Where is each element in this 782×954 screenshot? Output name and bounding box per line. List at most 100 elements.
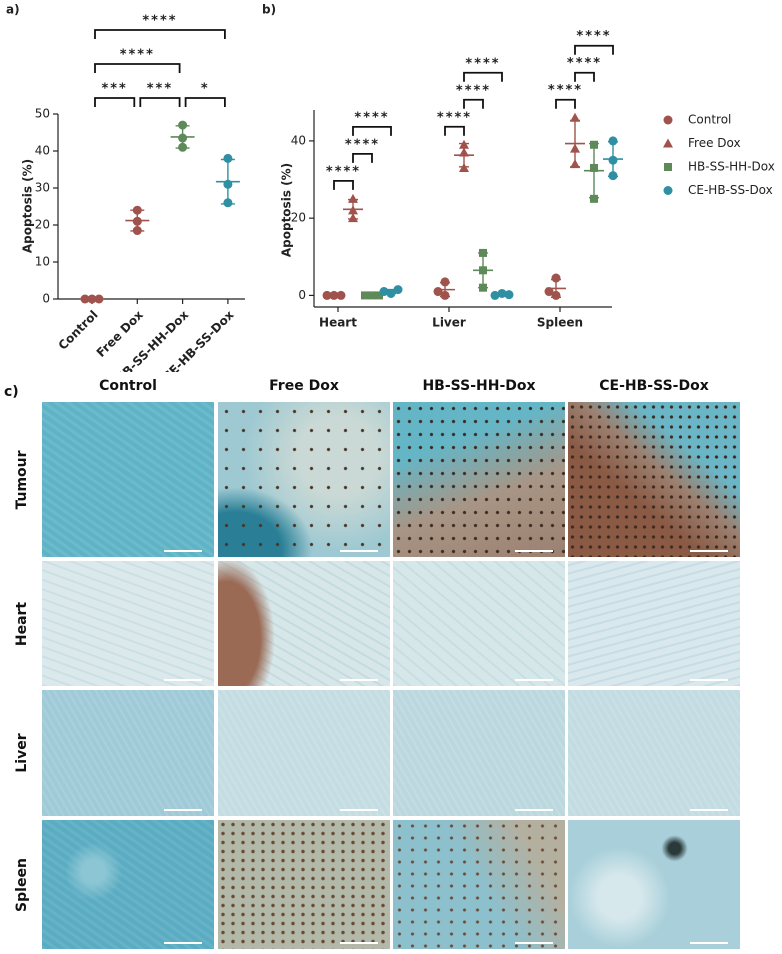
- significance-label: ****: [465, 56, 500, 71]
- significance-label: ****: [437, 110, 472, 125]
- significance-bracket: [574, 71, 595, 82]
- micrograph: [218, 820, 390, 949]
- column-header: Free Dox: [269, 378, 339, 394]
- scale-bar: [690, 809, 728, 811]
- significance-label: ****: [120, 48, 155, 63]
- significance-label: ****: [142, 14, 177, 29]
- data-point: [348, 193, 358, 203]
- row-header: Liver: [14, 733, 30, 773]
- x-tick-label: Control: [56, 308, 101, 353]
- x-tick-label: Liver: [432, 316, 466, 330]
- significance-bracket: [352, 152, 373, 163]
- charts: a) b) Apoptosis (%) Apoptosis (%) 0 10 20 3…: [6, 3, 775, 373]
- legend-marker: [663, 186, 673, 195]
- y-tick-label: 10: [35, 255, 50, 269]
- scale-bar: [340, 679, 378, 681]
- significance-bracket: [352, 125, 392, 136]
- error-bar: [478, 252, 488, 289]
- significance-bracket: [94, 97, 136, 107]
- significance-label: ****: [567, 56, 602, 71]
- scale-bar: [340, 809, 378, 811]
- legend-label: Free Dox: [688, 136, 741, 150]
- legend-marker: [663, 138, 673, 148]
- data-point: [178, 120, 188, 130]
- error-bar: [570, 119, 580, 168]
- micrograph: [218, 690, 390, 816]
- y-tick-label: 30: [35, 181, 50, 195]
- significance-label: ****: [456, 83, 491, 98]
- scale-bar: [164, 942, 202, 944]
- scale-bar: [515, 550, 553, 552]
- data-point: [590, 194, 598, 203]
- row-header: Tumour: [14, 449, 30, 510]
- micrograph: [218, 561, 390, 686]
- micrograph: [42, 690, 214, 816]
- significance-bracket: [333, 179, 354, 190]
- micrograph: [42, 561, 214, 686]
- significance-bracket: [444, 125, 465, 136]
- data-point: [570, 112, 580, 122]
- y-tick-label: 20: [291, 211, 306, 225]
- scale-bar: [515, 679, 553, 681]
- scale-bar: [690, 679, 728, 681]
- error-bar: [175, 125, 190, 149]
- scale-bar: [340, 550, 378, 552]
- y-axis-label: Apoptosis (%): [21, 159, 35, 253]
- micrograph: [42, 402, 214, 557]
- legend-label: CE-HB-SS-Dox: [688, 183, 773, 197]
- significance-bracket: [463, 71, 503, 82]
- data-point: [433, 287, 443, 297]
- micrograph: [393, 690, 565, 816]
- panel-label: c): [4, 384, 19, 400]
- y-tick-label: 0: [42, 292, 50, 306]
- micrograph: [568, 690, 740, 816]
- column-header: HB-SS-HH-Dox: [422, 378, 536, 394]
- data-point: [223, 153, 233, 163]
- column-header: CE-HB-SS-Dox: [599, 378, 709, 394]
- legend-marker: [664, 163, 672, 171]
- significance-label: ****: [354, 110, 389, 125]
- error-bar: [440, 281, 450, 298]
- data-point: [440, 277, 450, 287]
- x-tick-label: Heart: [319, 316, 357, 330]
- data-point: [608, 136, 618, 146]
- scale-bar: [164, 550, 202, 552]
- micrograph: [568, 561, 740, 686]
- scale-bar: [164, 809, 202, 811]
- significance-bracket: [463, 98, 484, 109]
- micrograph: [218, 402, 390, 557]
- significance-label: ***: [101, 82, 127, 97]
- row-header: Spleen: [14, 857, 30, 912]
- micrograph: [393, 820, 565, 949]
- significance-bracket: [555, 98, 576, 109]
- panel-label: a): [6, 3, 20, 17]
- scale-bar: [690, 942, 728, 944]
- significance-label: ****: [576, 29, 611, 44]
- scale-bar: [515, 942, 553, 944]
- scale-bar: [690, 550, 728, 552]
- error-bar: [130, 209, 145, 232]
- micrograph: [393, 402, 565, 557]
- significance-label: ****: [548, 83, 583, 98]
- y-tick-label: 20: [35, 218, 50, 232]
- legend-label: HB-SS-HH-Dox: [688, 160, 775, 174]
- x-tick-label: Spleen: [537, 316, 583, 330]
- data-point: [551, 273, 561, 283]
- error-bar: [589, 142, 599, 199]
- significance-bracket: [184, 97, 226, 107]
- y-tick-label: 50: [35, 107, 50, 121]
- error-bar: [497, 292, 507, 297]
- y-tick-label: 0: [298, 288, 306, 302]
- micrograph: [393, 561, 565, 686]
- micrograph: [42, 820, 214, 949]
- legend-marker: [663, 115, 673, 125]
- y-tick-label: 40: [35, 144, 50, 158]
- scale-bar: [515, 809, 553, 811]
- significance-bracket: [94, 63, 181, 73]
- y-axis-label: Apoptosis (%): [280, 163, 294, 257]
- significance-bracket: [574, 44, 614, 55]
- legend-label: Control: [688, 113, 731, 127]
- column-header: Control: [99, 378, 157, 394]
- scale-bar: [164, 679, 202, 681]
- significance-label: *: [201, 82, 210, 97]
